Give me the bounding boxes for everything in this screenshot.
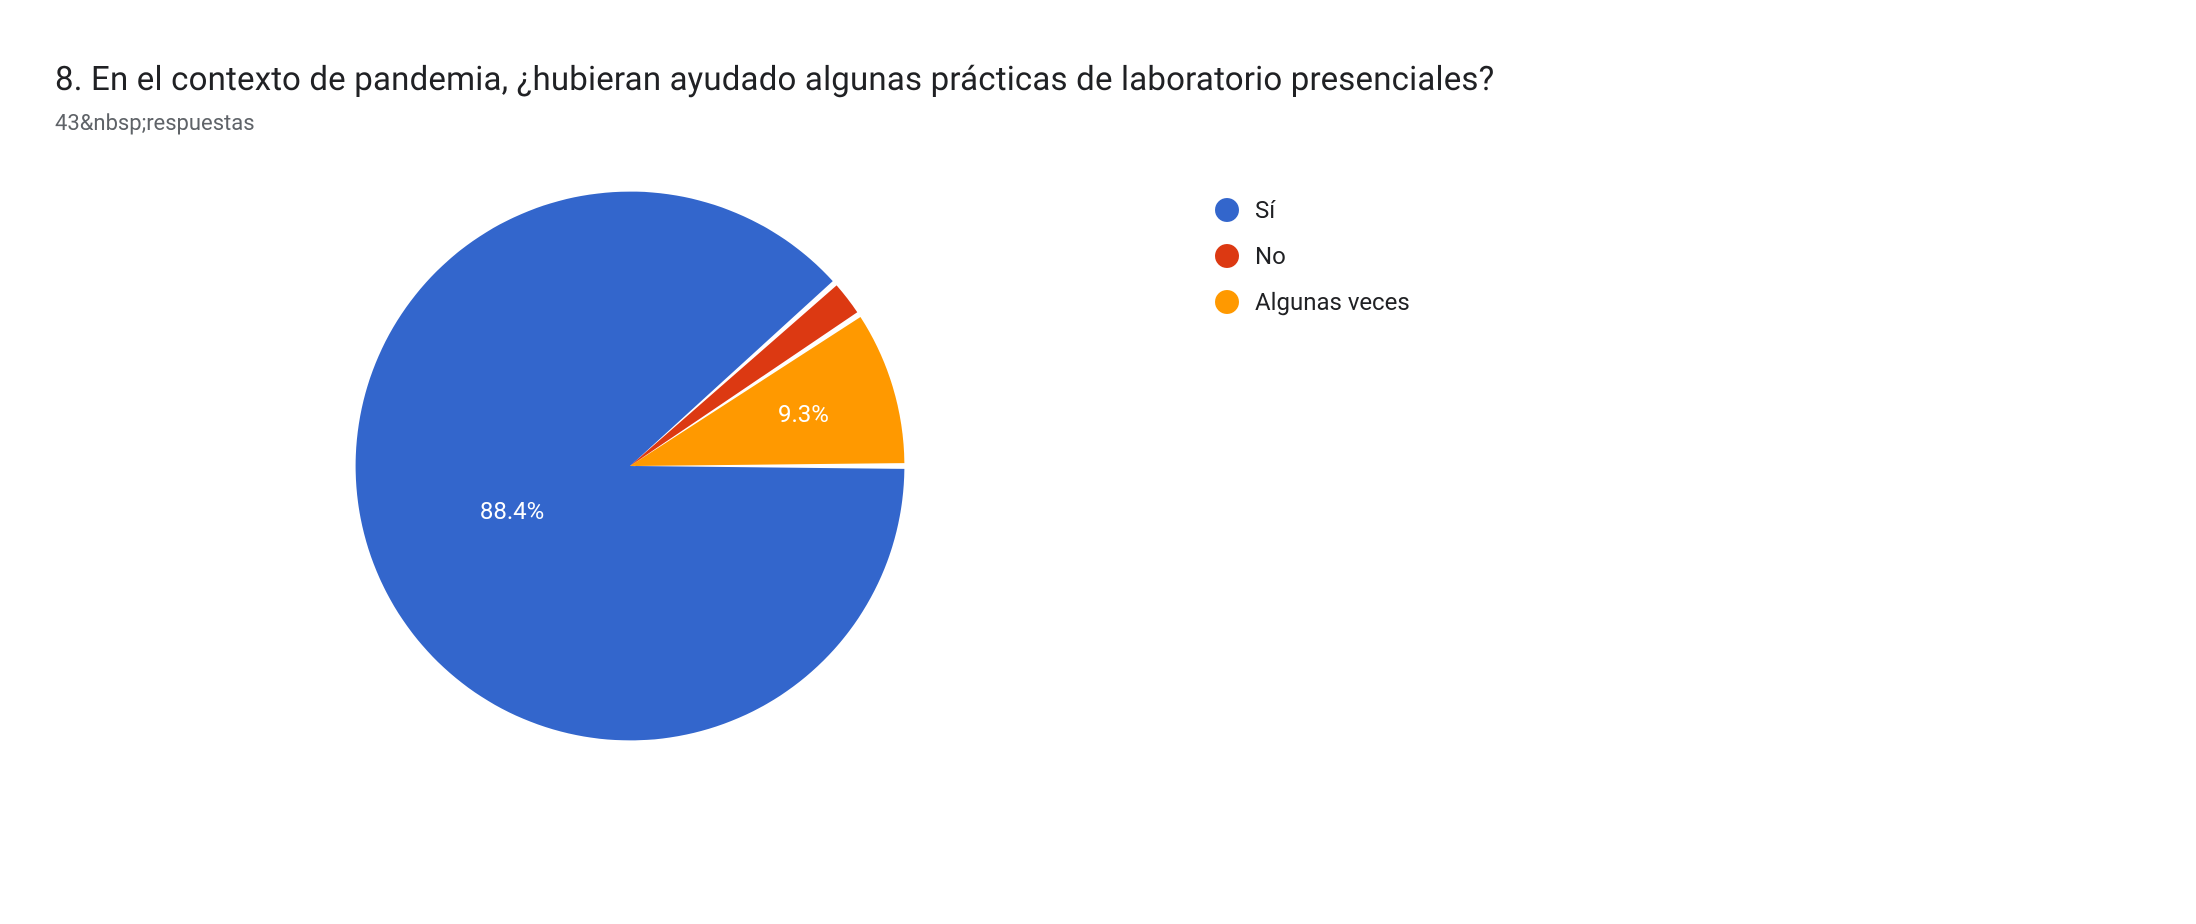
pie-svg [350,186,910,746]
legend-item: Sí [1215,196,1410,224]
legend-label: Sí [1255,196,1275,224]
question-title: 8. En el contexto de pandemia, ¿hubieran… [55,60,2141,99]
chart-container: 8. En el contexto de pandemia, ¿hubieran… [0,0,2196,924]
legend-item: Algunas veces [1215,288,1410,316]
legend-swatch [1215,290,1239,314]
legend-label: No [1255,242,1286,270]
response-count: 43&nbsp;respuestas [55,111,2141,136]
pie-slice-label: 88.4% [480,497,544,525]
pie-chart: 88.4% 9.3% [350,186,910,746]
chart-row: 88.4% 9.3% Sí No Algunas veces [55,186,2141,746]
pie-slice [356,192,905,741]
legend-item: No [1215,242,1410,270]
legend-label: Algunas veces [1255,288,1410,316]
pie-slice-label: 9.3% [778,400,829,428]
legend: Sí No Algunas veces [1215,196,1410,334]
legend-swatch [1215,244,1239,268]
legend-swatch [1215,198,1239,222]
pie-chart-area: 88.4% 9.3% [55,186,1205,746]
